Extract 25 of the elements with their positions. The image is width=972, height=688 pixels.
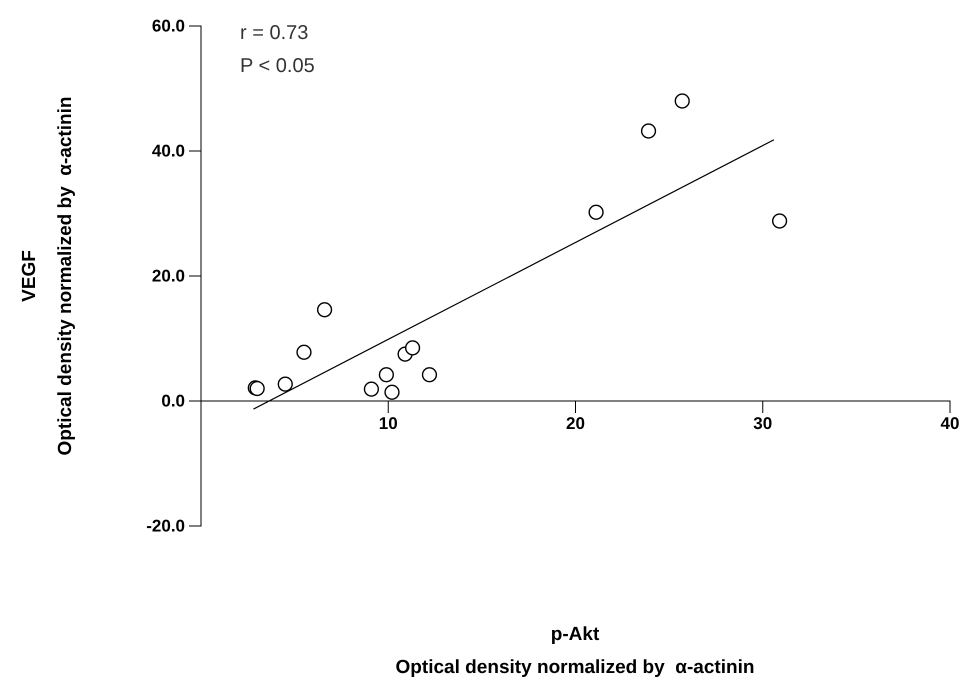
- x-tick-label: 10: [378, 414, 398, 434]
- point: [278, 376, 293, 392]
- x-tick-label: 40: [940, 414, 960, 434]
- y-tick-label: 40.0: [152, 141, 185, 160]
- annotation: r = 0.73: [240, 22, 308, 44]
- point: [772, 213, 788, 229]
- point: [384, 384, 400, 400]
- point: [316, 302, 332, 318]
- x-axis-title: p-Akt Optical density normalized by α-actinin: [395, 624, 755, 678]
- x-tick-label: 30: [753, 414, 772, 434]
- point: [296, 344, 312, 360]
- y-tick-label: 0.0: [161, 391, 185, 410]
- y-tick-label: -20.0: [146, 516, 185, 536]
- point: [640, 123, 656, 139]
- y-axis-title: VEGF Optical density normalized by α-actinin: [19, 96, 76, 456]
- point: [364, 382, 380, 397]
- point: [588, 204, 604, 220]
- point: [404, 340, 420, 356]
- x-tick-label: 20: [566, 414, 585, 434]
- point: [674, 93, 690, 109]
- annotation: P < 0.05: [240, 55, 315, 77]
- y-tick-label: 20.0: [152, 266, 185, 286]
- point: [422, 367, 438, 382]
- y-tick-label: 60.0: [152, 16, 185, 36]
- point: [378, 367, 394, 382]
